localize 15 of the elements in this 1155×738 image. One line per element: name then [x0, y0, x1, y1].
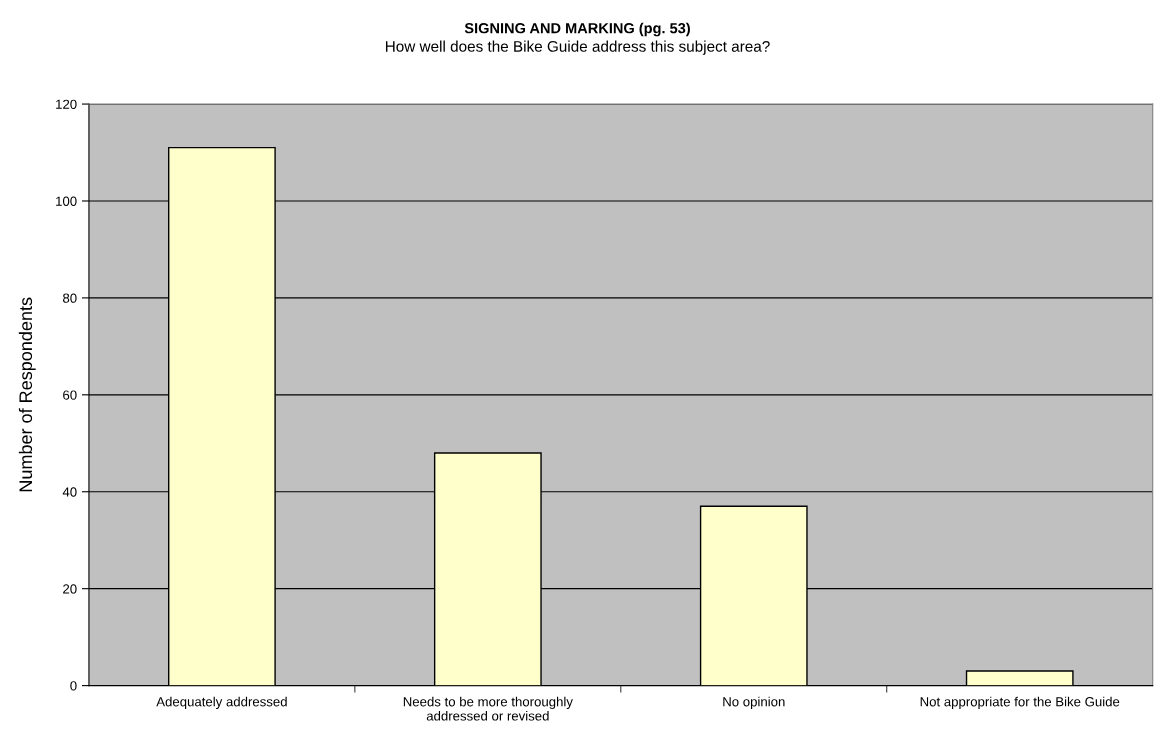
- x-tick-label: Not appropriate for the Bike Guide: [920, 696, 1120, 710]
- y-axis-title: Number of Respondents: [18, 297, 36, 492]
- x-tick-label: Needs to be more thoroughly addressed or revised: [403, 696, 573, 721]
- y-tick-label: 80: [63, 293, 77, 303]
- chart-title: SIGNING AND MARKING (pg. 53): [464, 22, 690, 37]
- chart-subtitle: How well does the Bike Guide address this subject area?: [385, 40, 770, 55]
- y-tick-label: 20: [63, 584, 77, 594]
- y-tick-label: 100: [56, 196, 77, 206]
- y-tick-label: 40: [62, 487, 77, 497]
- y-tick-label: 120: [56, 99, 77, 109]
- bar: [965, 670, 1074, 686]
- y-tick-label: 0: [70, 681, 77, 691]
- x-tick-label: No opinion: [723, 696, 785, 710]
- x-tick-label: Adequately addressed: [156, 696, 287, 710]
- y-tick-label: 60: [63, 390, 77, 400]
